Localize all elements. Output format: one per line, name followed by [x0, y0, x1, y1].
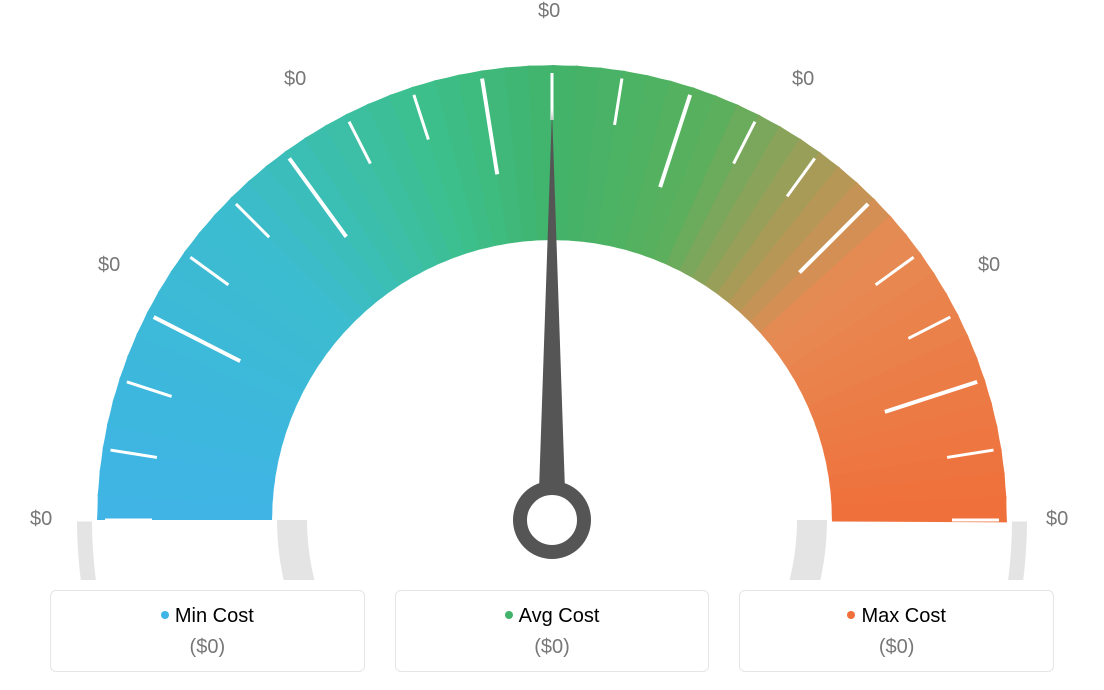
scale-label: $0 — [978, 254, 1000, 277]
legend-min-value: ($0) — [61, 636, 354, 659]
legend-card-min: Min Cost ($0) — [50, 590, 365, 672]
scale-label: $0 — [98, 254, 120, 277]
legend-avg-value: ($0) — [406, 636, 699, 659]
gauge-chart: $0$0$0$0$0$0$0 — [32, 20, 1072, 560]
gauge-svg — [32, 20, 1072, 580]
scale-label: $0 — [792, 68, 814, 91]
scale-label: $0 — [284, 68, 306, 91]
legend-max-value: ($0) — [750, 636, 1043, 659]
dot-icon — [161, 611, 169, 619]
legend-card-avg: Avg Cost ($0) — [395, 590, 710, 672]
legend-min-title: Min Cost — [61, 605, 354, 628]
legend-min-label: Min Cost — [175, 605, 254, 627]
legend-max-label: Max Cost — [861, 605, 945, 627]
legend-avg-label: Avg Cost — [519, 605, 600, 627]
scale-label: $0 — [30, 508, 52, 531]
legend-row: Min Cost ($0) Avg Cost ($0) Max Cost ($0… — [50, 590, 1054, 672]
scale-label: $0 — [538, 0, 560, 23]
legend-card-max: Max Cost ($0) — [739, 590, 1054, 672]
scale-label: $0 — [1046, 508, 1068, 531]
dot-icon — [505, 611, 513, 619]
legend-avg-title: Avg Cost — [406, 605, 699, 628]
dot-icon — [847, 611, 855, 619]
legend-max-title: Max Cost — [750, 605, 1043, 628]
